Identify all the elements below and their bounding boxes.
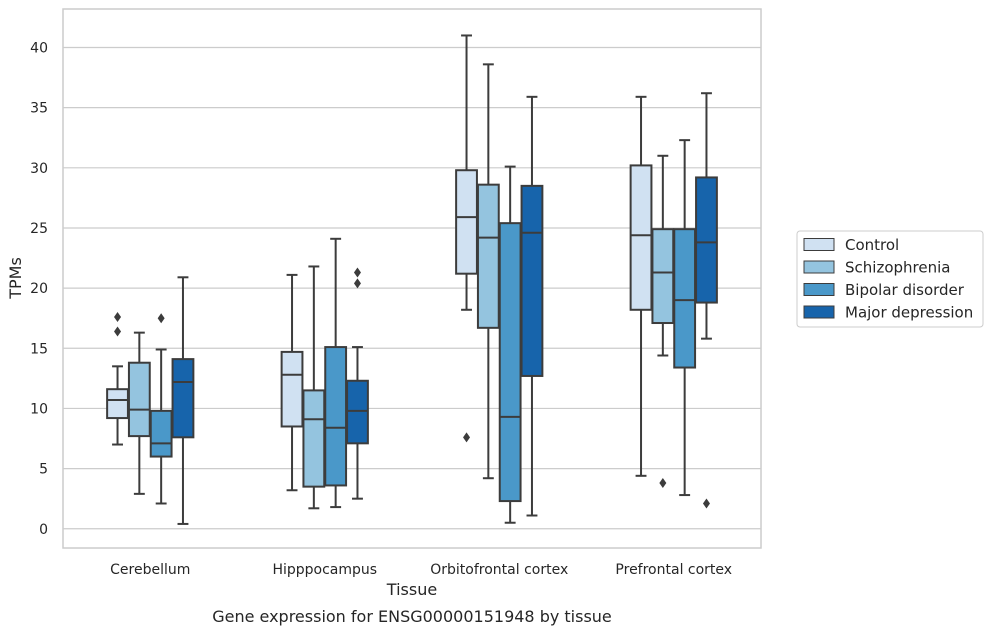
box-group bbox=[149, 313, 173, 505]
y-tick-label: 25 bbox=[30, 221, 48, 237]
y-tick-labels: 0 5 10 15 20 25 30 35 40 bbox=[30, 41, 48, 538]
x-tick-label: Cerebellum bbox=[110, 562, 190, 578]
legend-label: Schizophrenia bbox=[845, 259, 950, 277]
box-group bbox=[280, 273, 304, 492]
box bbox=[127, 361, 151, 438]
box bbox=[324, 346, 348, 487]
box bbox=[695, 176, 718, 304]
legend-frame bbox=[796, 230, 984, 328]
box bbox=[476, 183, 500, 329]
legend-label: Major depression bbox=[845, 304, 973, 322]
legend-swatch bbox=[803, 260, 835, 274]
y-tick-label: 10 bbox=[30, 401, 48, 417]
box-group bbox=[695, 92, 718, 509]
box-group bbox=[171, 276, 195, 525]
legend-items: Control Schizophrenia Bipolar disorder Majo… bbox=[803, 236, 973, 322]
y-tick-label: 35 bbox=[30, 101, 48, 117]
box-group bbox=[346, 267, 369, 500]
x-tick-label: Prefrontal cortex bbox=[615, 562, 732, 578]
box bbox=[629, 164, 653, 311]
plot-frame bbox=[62, 8, 762, 549]
box bbox=[520, 184, 544, 377]
legend-label: Control bbox=[845, 236, 899, 254]
box-group bbox=[106, 312, 129, 446]
y-tick-label: 40 bbox=[30, 41, 48, 57]
legend-swatch bbox=[803, 305, 835, 319]
chart-caption: Gene expression for ENSG00000151948 by t… bbox=[212, 607, 612, 626]
legend: Control Schizophrenia Bipolar disorder Majo… bbox=[796, 230, 984, 328]
box bbox=[673, 228, 697, 369]
box-group bbox=[324, 237, 348, 509]
legend-label: Bipolar disorder bbox=[845, 281, 965, 299]
box-group bbox=[302, 265, 326, 510]
outlier-point bbox=[702, 498, 710, 509]
outlier-point bbox=[353, 267, 361, 278]
y-axis-label: TPMs bbox=[6, 257, 25, 300]
x-axis-label: Tissue bbox=[386, 580, 437, 599]
box bbox=[171, 358, 195, 439]
box-group bbox=[498, 165, 522, 524]
y-tick-label: 30 bbox=[30, 161, 48, 177]
box-group bbox=[127, 331, 151, 495]
outlier-point bbox=[114, 312, 122, 322]
box bbox=[498, 222, 522, 503]
y-tick-label: 20 bbox=[30, 281, 48, 297]
outlier-point bbox=[157, 313, 165, 324]
x-tick-label: Hipppocampus bbox=[272, 562, 377, 578]
box-group bbox=[629, 95, 653, 477]
y-tick-label: 0 bbox=[39, 522, 48, 538]
box-group bbox=[520, 95, 544, 517]
outlier-point bbox=[659, 478, 667, 489]
box bbox=[455, 169, 478, 275]
box bbox=[651, 228, 675, 325]
outlier-point bbox=[114, 326, 122, 337]
box bbox=[302, 389, 326, 488]
box bbox=[149, 409, 173, 458]
box-group bbox=[651, 154, 675, 489]
box bbox=[106, 388, 129, 420]
legend-swatch bbox=[803, 283, 835, 296]
boxes bbox=[106, 34, 718, 525]
outlier-point bbox=[353, 278, 361, 289]
x-tick-labels: Cerebellum Hipppocampus Orbitofrontal cort… bbox=[110, 562, 732, 578]
y-tick-label: 5 bbox=[39, 462, 48, 478]
outlier-point bbox=[463, 432, 471, 443]
x-tick-label: Orbitofrontal cortex bbox=[430, 562, 568, 578]
box bbox=[346, 379, 369, 445]
y-tick-label: 15 bbox=[30, 341, 48, 357]
legend-swatch bbox=[803, 238, 835, 251]
box bbox=[280, 350, 304, 428]
